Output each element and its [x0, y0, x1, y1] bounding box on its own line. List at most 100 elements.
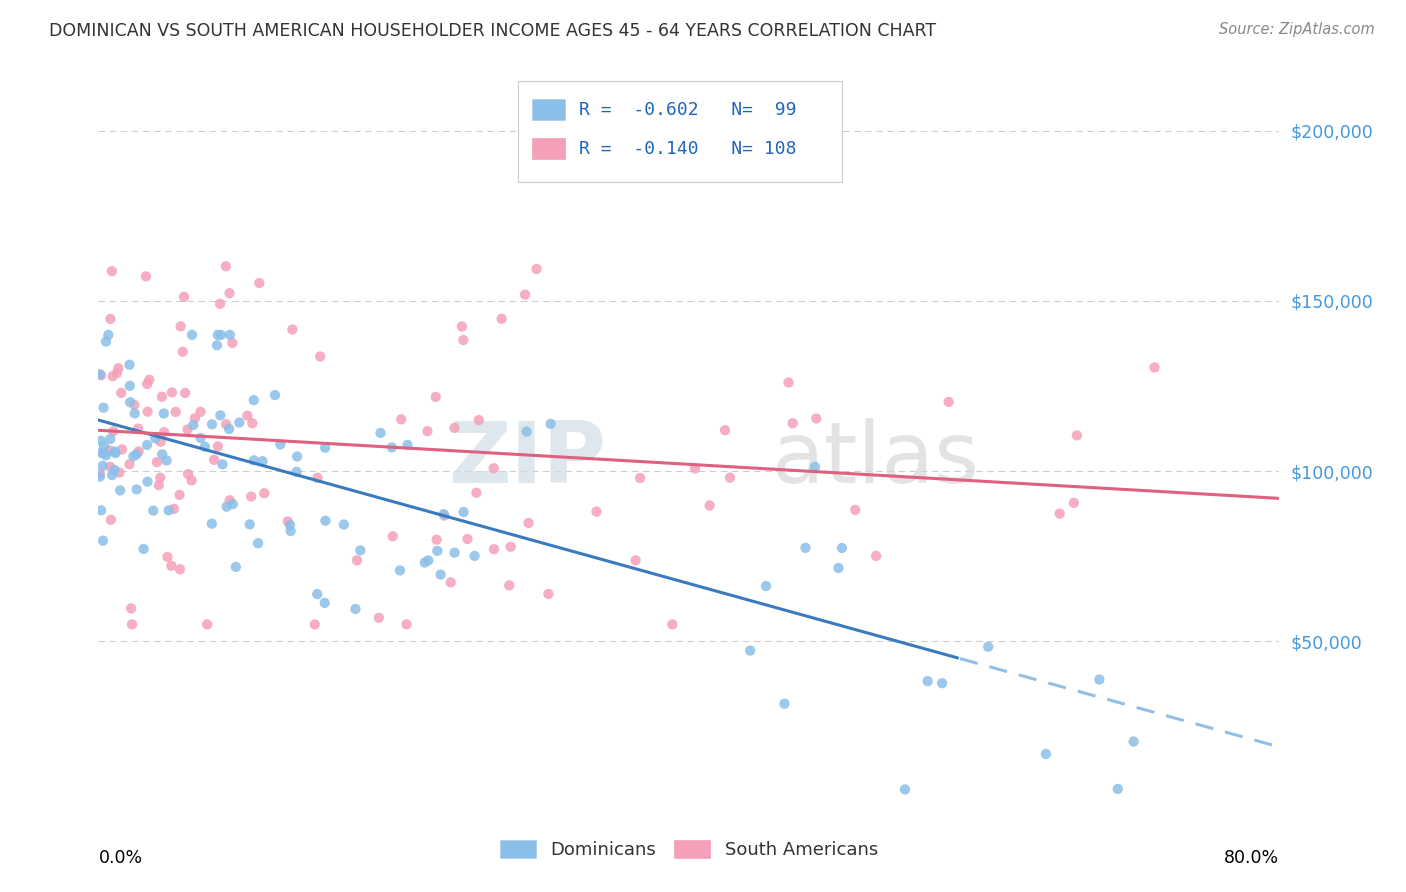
- Point: [98, 432, 121, 446]
- Point: [219, 327, 242, 342]
- Point: [938, 395, 960, 409]
- Point: [499, 540, 522, 554]
- Point: [1063, 496, 1085, 510]
- Point: [98, 443, 121, 458]
- Point: [146, 455, 169, 469]
- Point: [101, 369, 124, 384]
- Point: [153, 407, 176, 421]
- Point: [124, 398, 146, 412]
- Point: [977, 640, 1000, 654]
- Point: [101, 264, 124, 278]
- Point: [513, 287, 536, 301]
- Point: [307, 587, 329, 601]
- Point: [482, 461, 505, 475]
- Text: R =  -0.602   N=  99: R = -0.602 N= 99: [579, 101, 797, 119]
- Point: [215, 260, 238, 274]
- Point: [443, 421, 465, 435]
- Point: [314, 441, 336, 455]
- Point: [120, 395, 142, 409]
- Point: [169, 562, 191, 576]
- Text: Source: ZipAtlas.com: Source: ZipAtlas.com: [1219, 22, 1375, 37]
- Point: [202, 452, 225, 467]
- Point: [127, 421, 149, 435]
- Point: [122, 450, 145, 464]
- Point: [247, 536, 270, 550]
- Point: [176, 422, 198, 436]
- Point: [714, 423, 737, 437]
- Point: [111, 442, 134, 457]
- Point: [173, 290, 195, 304]
- Point: [304, 617, 326, 632]
- Point: [125, 483, 148, 497]
- Point: [917, 674, 939, 689]
- Point: [104, 446, 127, 460]
- Point: [740, 643, 762, 657]
- Point: [156, 549, 179, 564]
- Point: [103, 424, 125, 438]
- Point: [396, 438, 419, 452]
- Point: [453, 505, 475, 519]
- Point: [388, 564, 411, 578]
- Point: [346, 553, 368, 567]
- Point: [209, 297, 232, 311]
- FancyBboxPatch shape: [531, 138, 565, 159]
- Point: [157, 503, 180, 517]
- Point: [183, 417, 205, 432]
- Point: [209, 409, 232, 423]
- Point: [160, 558, 183, 573]
- Text: atlas: atlas: [772, 418, 980, 501]
- Point: [89, 368, 111, 382]
- Point: [97, 327, 120, 342]
- Point: [148, 478, 170, 492]
- Point: [278, 518, 301, 533]
- Point: [1088, 673, 1111, 687]
- Point: [91, 458, 114, 473]
- Point: [236, 409, 259, 423]
- Point: [89, 467, 111, 481]
- Point: [269, 437, 291, 451]
- Point: [683, 461, 706, 475]
- Point: [121, 617, 143, 632]
- Point: [1107, 781, 1129, 796]
- Point: [1066, 428, 1088, 442]
- Point: [425, 390, 447, 404]
- FancyBboxPatch shape: [517, 81, 842, 182]
- Point: [806, 411, 828, 425]
- Point: [451, 319, 474, 334]
- Point: [370, 425, 392, 440]
- Point: [516, 425, 538, 439]
- Point: [135, 269, 157, 284]
- Point: [831, 541, 853, 555]
- Point: [100, 513, 122, 527]
- Point: [782, 417, 804, 431]
- Point: [794, 541, 817, 555]
- Point: [128, 444, 150, 458]
- Point: [120, 601, 142, 615]
- Point: [468, 413, 491, 427]
- Point: [1143, 360, 1166, 375]
- Point: [107, 361, 129, 376]
- Point: [89, 469, 111, 483]
- Point: [118, 457, 141, 471]
- Point: [426, 533, 449, 547]
- Point: [285, 465, 308, 479]
- Text: R =  -0.140   N= 108: R = -0.140 N= 108: [579, 140, 797, 158]
- Point: [132, 541, 155, 556]
- Point: [215, 500, 238, 514]
- Point: [333, 517, 356, 532]
- Point: [138, 373, 160, 387]
- Point: [194, 440, 217, 454]
- Point: [389, 412, 412, 426]
- Point: [240, 490, 263, 504]
- Point: [91, 533, 114, 548]
- Point: [90, 503, 112, 517]
- Point: [225, 560, 247, 574]
- Point: [201, 516, 224, 531]
- Point: [537, 587, 560, 601]
- Point: [464, 549, 486, 563]
- Point: [195, 617, 218, 632]
- Point: [205, 338, 228, 352]
- Point: [498, 578, 520, 592]
- Point: [285, 450, 308, 464]
- Point: [118, 358, 141, 372]
